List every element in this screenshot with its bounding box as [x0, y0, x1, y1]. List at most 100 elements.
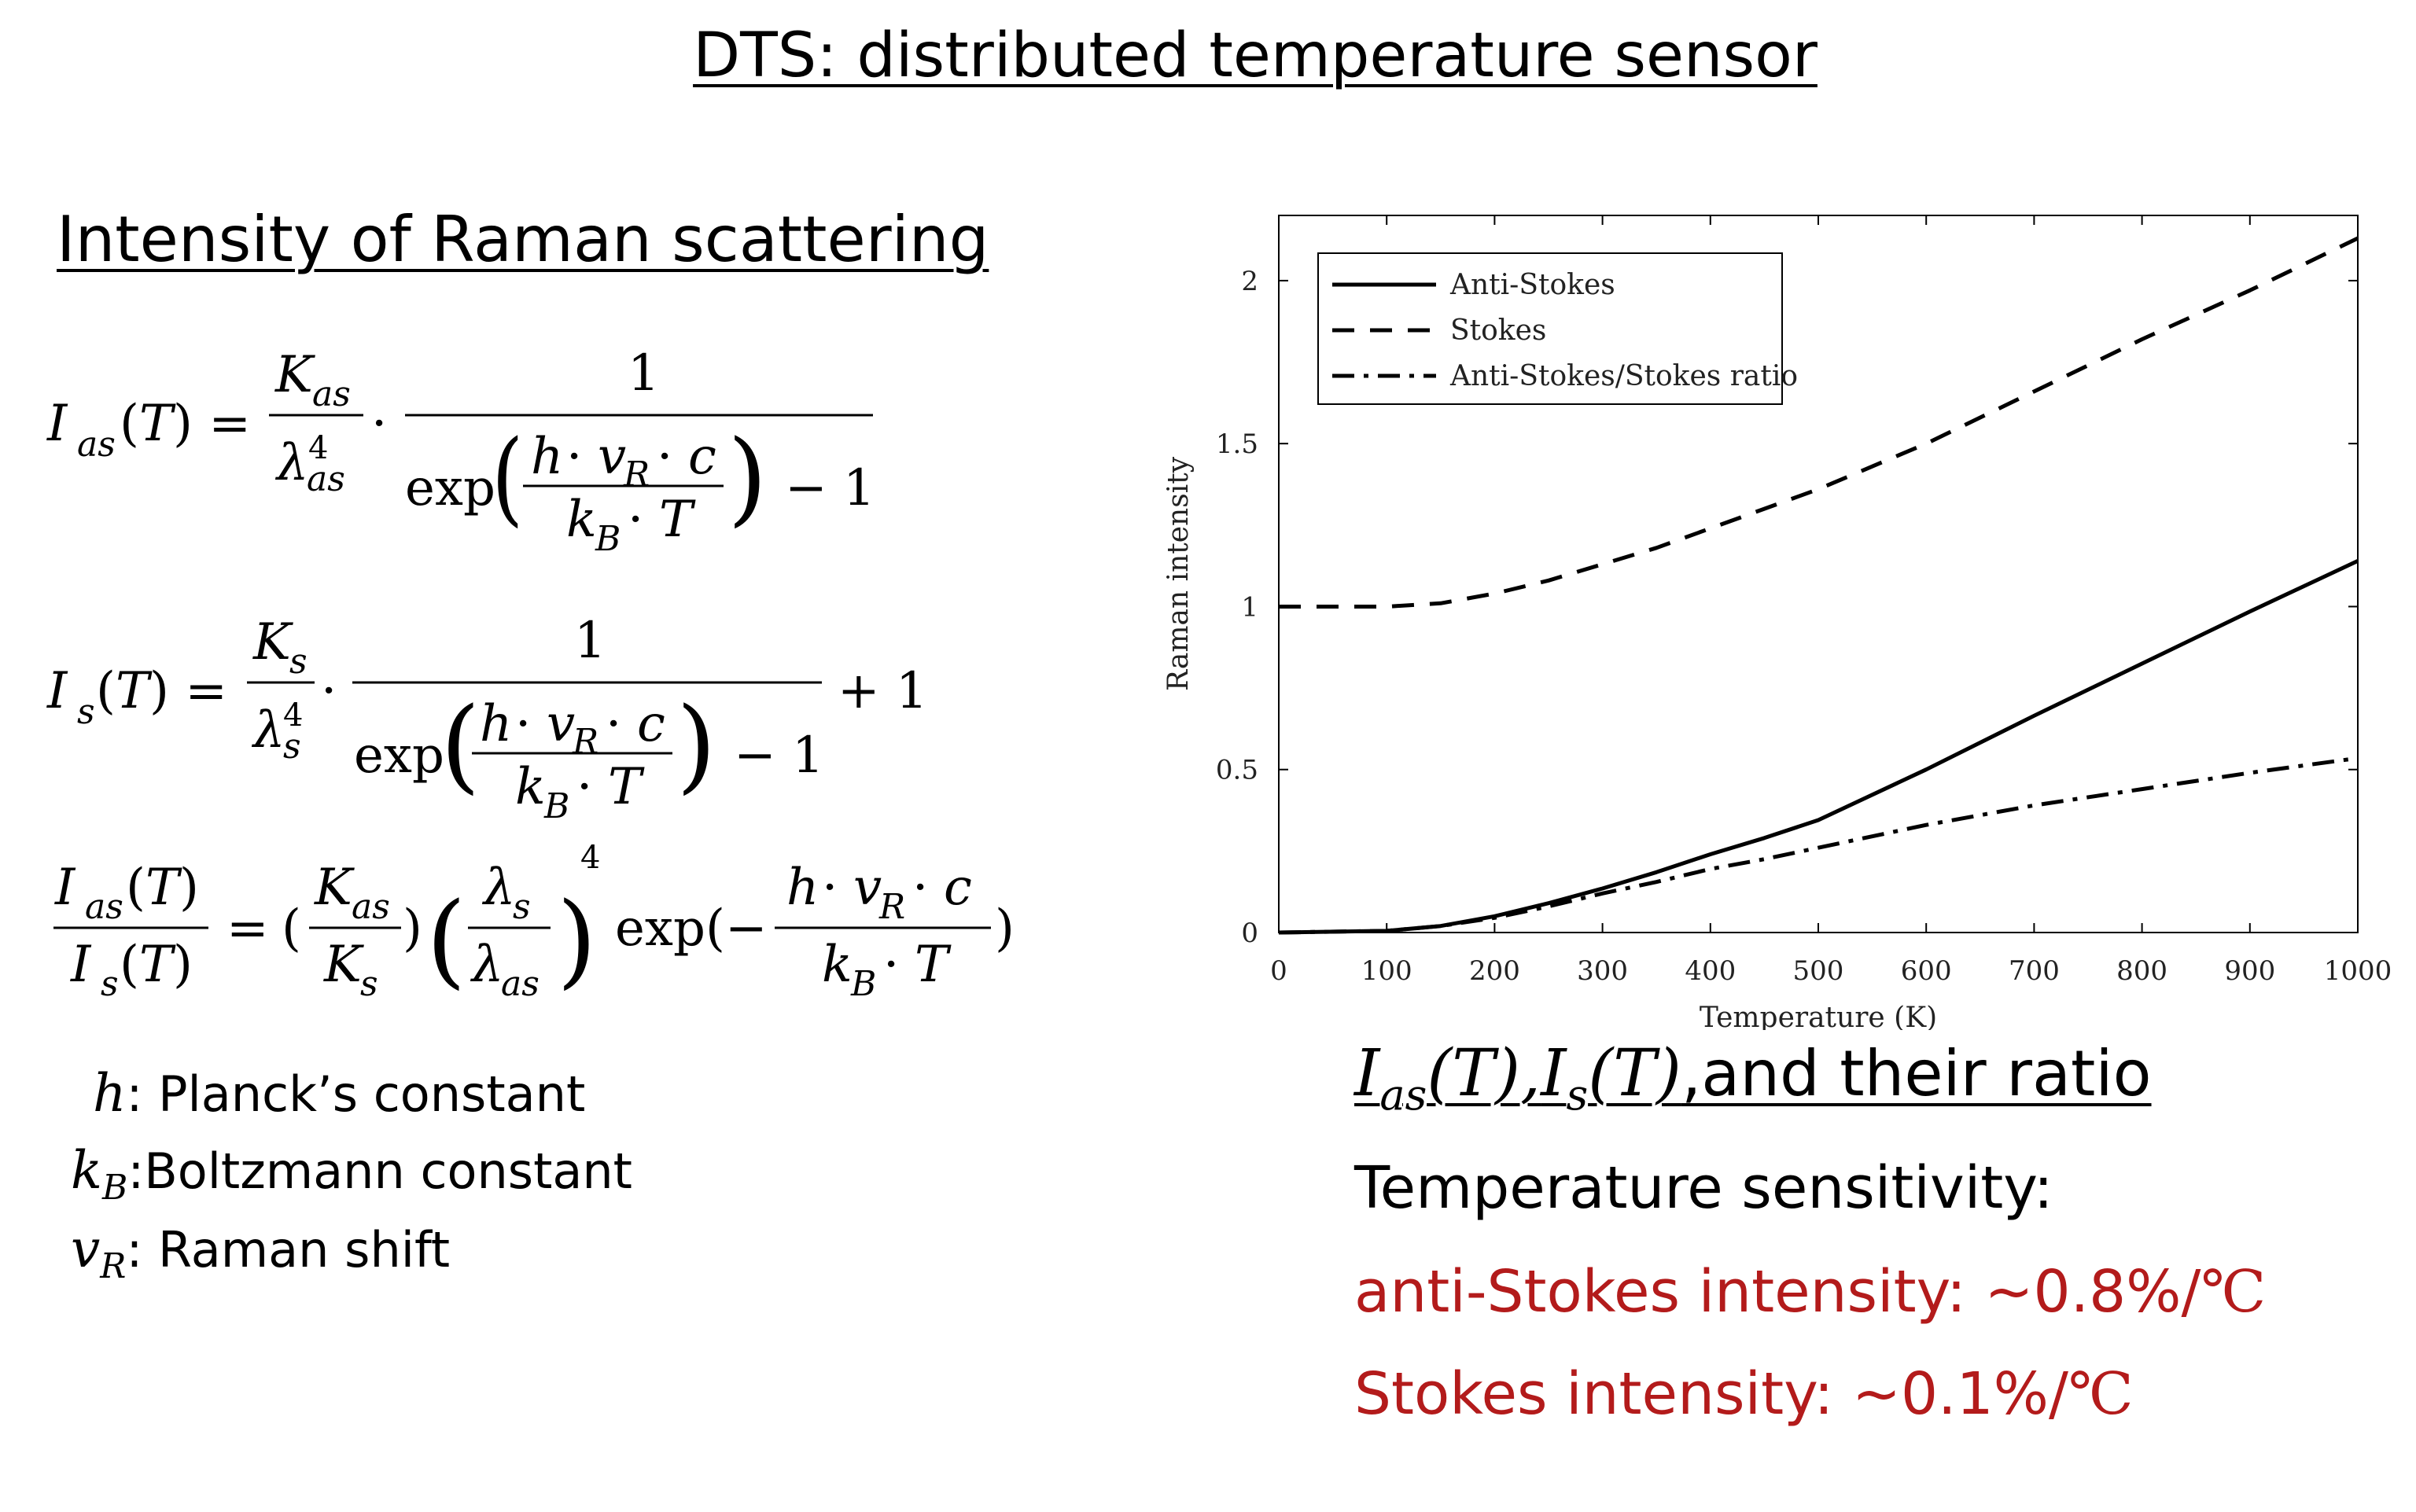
raman-intensity-chart: 0 100 200 300 400 500 600 700 800 900 1000 0 0.5 1 1.5… [1162, 215, 2392, 1030]
svg-text:·: · [566, 428, 582, 486]
svg-text:as: as [85, 887, 123, 927]
svg-text:): ) [995, 899, 1015, 958]
svg-text:T: T [915, 936, 952, 994]
anti-stokes-sensitivity-unit: ℃ [2201, 1258, 2267, 1326]
x-tick-label: 200 [1469, 955, 1520, 987]
svg-text:k: k [566, 491, 597, 549]
svg-text:k: k [515, 758, 546, 816]
svg-text:·: · [657, 428, 672, 486]
symbol-vr-description: : Raman shift [126, 1221, 451, 1278]
svg-text:(: ( [126, 859, 145, 917]
svg-text:(: ( [440, 685, 481, 804]
caption-text: ,and their ratio [1681, 1037, 2152, 1110]
svg-text:v: v [547, 695, 575, 753]
symbol-v-sub: R [100, 1246, 127, 1286]
symbol-k: k [71, 1140, 102, 1201]
y-axis-label: Raman intensity [1162, 456, 1195, 691]
svg-text:− 1: − 1 [785, 459, 875, 517]
legend-label: Stokes [1450, 315, 1546, 347]
svg-text:K: K [323, 936, 364, 994]
symbol-h-description: : Planck’s constant [126, 1065, 586, 1123]
svg-text:·: · [321, 662, 337, 720]
svg-text:B: B [595, 519, 621, 559]
svg-text:exp: exp [405, 459, 495, 517]
svg-text:v: v [853, 859, 882, 917]
svg-text:K: K [314, 859, 355, 917]
svg-text:·: · [883, 936, 899, 994]
svg-text:h: h [786, 859, 819, 917]
svg-text:+ 1: + 1 [838, 662, 928, 720]
svg-text:c: c [688, 428, 716, 486]
anti-stokes-sensitivity-text: anti-Stokes intensity: ~0.8%/ [1354, 1258, 2201, 1326]
symbol-planck: h: Planck’s constant [93, 1063, 585, 1124]
svg-text:R: R [572, 722, 598, 762]
x-tick-label: 800 [2116, 955, 2167, 987]
page-title: DTS: distributed temperature sensor [693, 20, 1818, 91]
legend-box [1317, 252, 1783, 405]
svg-text:s: s [289, 642, 308, 682]
svg-text:h: h [480, 695, 512, 753]
svg-text:s: s [283, 727, 301, 767]
svg-text:): ) [173, 936, 193, 994]
svg-text:c: c [944, 859, 972, 917]
svg-text:) =: ) = [173, 395, 251, 453]
x-tick-label: 100 [1361, 955, 1412, 987]
x-tick-label: 400 [1685, 955, 1736, 987]
svg-text:− 1: − 1 [734, 727, 824, 785]
svg-text:): ) [727, 418, 768, 537]
anti-stokes-sensitivity: anti-Stokes intensity: ~0.8%/℃ [1354, 1258, 2266, 1326]
svg-text:B: B [543, 786, 569, 826]
svg-text:4: 4 [283, 697, 303, 734]
svg-text:·: · [515, 695, 531, 753]
svg-text:): ) [179, 859, 199, 917]
svg-text:s: s [77, 692, 95, 732]
legend-label: Anti-Stokes [1449, 269, 1615, 301]
stokes-sensitivity-text: Stokes intensity: ~0.1%/ [1354, 1360, 2068, 1428]
svg-text:): ) [676, 685, 716, 804]
svg-text:I: I [46, 395, 68, 453]
svg-text:): ) [403, 899, 422, 958]
svg-text:as: as [77, 425, 116, 465]
svg-text:s: s [513, 887, 531, 927]
svg-text:h: h [531, 428, 563, 486]
svg-text:·: · [822, 859, 838, 917]
svg-text:R: R [878, 887, 905, 927]
svg-text:I: I [54, 859, 76, 917]
svg-text:·: · [576, 758, 592, 816]
series-line-dashed [1279, 236, 2359, 609]
svg-text:R: R [623, 454, 650, 495]
svg-text:s: s [101, 964, 119, 1004]
series-line-solid [1278, 559, 2359, 935]
stokes-sensitivity: Stokes intensity: ~0.1%/℃ [1354, 1360, 2134, 1428]
svg-text:T: T [145, 859, 182, 917]
svg-text:λ: λ [274, 434, 309, 492]
x-tick-label: 500 [1793, 955, 1844, 987]
chart-legend: Anti-Stokes Stokes Anti-Stokes/Stokes rati… [1317, 252, 1798, 405]
x-tick-label: 0 [1270, 955, 1287, 987]
svg-text:c: c [637, 695, 665, 753]
svg-text:T: T [139, 395, 176, 453]
svg-text:λ: λ [251, 701, 285, 760]
svg-text:as: as [501, 964, 540, 1004]
svg-text:(: ( [96, 662, 116, 720]
x-tick-label: 600 [1901, 955, 1952, 987]
symbol-kb-description: :Boltzmann constant [127, 1142, 632, 1200]
svg-text:): ) [557, 880, 597, 999]
svg-text:(: ( [282, 899, 301, 958]
y-tick-label: 2 [1241, 266, 1258, 297]
svg-text:B: B [850, 964, 876, 1004]
svg-text:·: · [912, 859, 928, 917]
svg-text:T: T [116, 662, 153, 720]
svg-text:·: · [628, 491, 643, 549]
svg-text:1: 1 [628, 344, 660, 403]
svg-text:1: 1 [574, 612, 606, 670]
svg-text:exp: exp [354, 727, 444, 785]
chart-ticks: 0 100 200 300 400 500 600 700 800 900 1000 0 0.5 1 1.5… [1216, 215, 2392, 987]
equation-stokes: I s (T) = Ks λ 4 s · 1 exp ( h · vR · c kB… [46, 612, 928, 826]
x-tick-label: 900 [2224, 955, 2275, 987]
svg-text:4: 4 [308, 430, 328, 466]
y-tick-label: 1.5 [1216, 429, 1258, 460]
stokes-sensitivity-unit: ℃ [2068, 1360, 2134, 1428]
caption-symbol-ias: I [1354, 1036, 1380, 1111]
